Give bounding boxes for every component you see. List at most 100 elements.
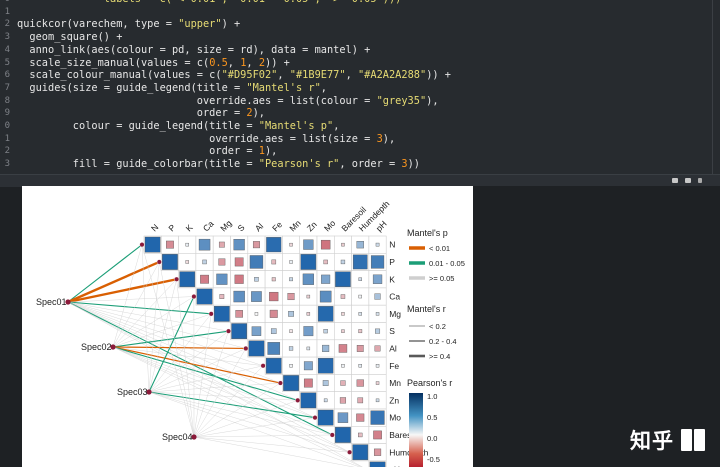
cell-square xyxy=(369,461,386,467)
cell-square xyxy=(321,274,331,284)
row-label: Baresoil xyxy=(389,430,420,440)
cell-square xyxy=(300,392,317,409)
cell-square xyxy=(341,329,345,333)
line-number: 2 xyxy=(4,146,10,157)
cell-square xyxy=(358,432,363,438)
mantel-link xyxy=(193,382,281,438)
mantel-link xyxy=(159,261,195,438)
code-text: scale_colour_manual(values = c("#D95F02"… xyxy=(17,69,451,82)
column-label: Zn xyxy=(305,219,319,233)
row-label: K xyxy=(389,274,395,284)
column-label: S xyxy=(235,222,246,233)
legend-label-r: >= 0.4 xyxy=(429,352,450,361)
code-text: colour = guide_legend(title = "Mantel's … xyxy=(17,120,340,132)
cell-square xyxy=(219,294,225,299)
line-number: 0 xyxy=(4,121,10,131)
row-label: P xyxy=(389,257,395,267)
maximize-icon[interactable] xyxy=(685,178,691,183)
cell-square xyxy=(358,294,362,299)
cell-square xyxy=(200,274,209,284)
mantel-link xyxy=(193,434,333,438)
watermark-logo: 知乎 xyxy=(630,429,674,453)
code-text: override.aes = list(colour = "grey35"), xyxy=(17,94,439,107)
column-label: Al xyxy=(253,221,265,233)
line-number: 0 xyxy=(0,0,10,6)
colorbar xyxy=(409,393,423,467)
row-label: Fe xyxy=(389,361,399,371)
mantel-link xyxy=(67,296,194,303)
cell-square xyxy=(338,344,348,353)
mantel-link xyxy=(193,436,350,453)
mantel-link xyxy=(193,436,355,467)
spec-node xyxy=(65,299,71,305)
cell-square xyxy=(302,273,314,285)
mantel-link xyxy=(67,301,333,436)
cell-square xyxy=(356,345,364,352)
variable-node xyxy=(156,259,162,265)
row-label: Ca xyxy=(389,292,400,302)
cell-square xyxy=(202,259,207,265)
mantel-link xyxy=(148,313,212,393)
mantel-link xyxy=(67,301,212,315)
code-line: 0 labels = c("< 0.01", "0.01 - 0.05", ">… xyxy=(0,0,720,6)
variable-node xyxy=(139,242,145,248)
mantel-link xyxy=(193,331,229,438)
legend-label-p: >= 0.05 xyxy=(429,274,454,283)
cell-square xyxy=(375,328,381,334)
mantel-link xyxy=(112,346,264,366)
cell-square xyxy=(251,291,262,302)
cell-square xyxy=(303,239,314,250)
code-text: scale_size_manual(values = c(0.5, 1, 2))… xyxy=(17,56,290,69)
cell-square xyxy=(375,242,380,247)
cell-square xyxy=(356,413,365,422)
plot-viewer: N P K Ca Mg S Al Fe Mn Zn Mo Baresoil Humdepth pH N P K C… xyxy=(22,186,473,467)
mantel-link xyxy=(148,279,177,393)
legend-label-p: < 0.01 xyxy=(429,244,450,253)
cell-square xyxy=(235,310,243,318)
mantel-link xyxy=(67,260,160,304)
cell-square xyxy=(358,364,362,368)
row-label: Zn xyxy=(389,395,399,405)
mantel-link xyxy=(148,382,281,393)
code-editor[interactable]: 0 labels = c("< 0.01", "0.01 - 0.05", ">… xyxy=(0,0,720,174)
row-label: N xyxy=(389,240,395,250)
cell-square xyxy=(271,259,277,265)
cell-square xyxy=(374,345,381,352)
close-icon[interactable] xyxy=(698,178,702,183)
colorbar-tick: 1.0 xyxy=(427,392,437,401)
mantel-link xyxy=(67,244,143,303)
variable-node xyxy=(260,363,266,369)
minimize-icon[interactable] xyxy=(672,178,678,183)
cell-square xyxy=(234,274,244,284)
cell-square xyxy=(352,444,369,461)
code-line: 8 override.aes = list(colour = "grey35")… xyxy=(0,95,720,108)
cell-square xyxy=(323,259,328,265)
variable-node xyxy=(312,415,318,421)
line-number: 9 xyxy=(4,108,10,119)
cell-square xyxy=(218,258,226,266)
cell-square xyxy=(270,328,277,334)
variable-node xyxy=(225,328,231,334)
cell-square xyxy=(249,255,264,269)
cell-square xyxy=(356,379,364,387)
mantel-link xyxy=(148,365,264,393)
spec-label: Spec01 xyxy=(36,297,67,307)
cell-square xyxy=(198,238,211,251)
cell-square xyxy=(375,364,380,368)
spec-node xyxy=(110,344,116,350)
cell-square xyxy=(252,241,260,249)
cell-square xyxy=(166,240,174,249)
line-number: 6 xyxy=(4,70,10,81)
line-number: 1 xyxy=(4,6,10,17)
code-text: labels = c("< 0.01", "0.01 - 0.05", ">= … xyxy=(17,0,402,6)
column-label: Mg xyxy=(218,218,234,234)
line-gutter xyxy=(0,0,13,174)
cell-square xyxy=(283,375,299,391)
cell-square xyxy=(352,254,368,270)
cell-square xyxy=(317,409,334,426)
mantel-link xyxy=(148,330,229,393)
cell-square xyxy=(271,277,276,282)
cell-square xyxy=(373,448,382,456)
cell-square xyxy=(162,254,178,270)
legend-label-r: < 0.2 xyxy=(429,322,446,331)
